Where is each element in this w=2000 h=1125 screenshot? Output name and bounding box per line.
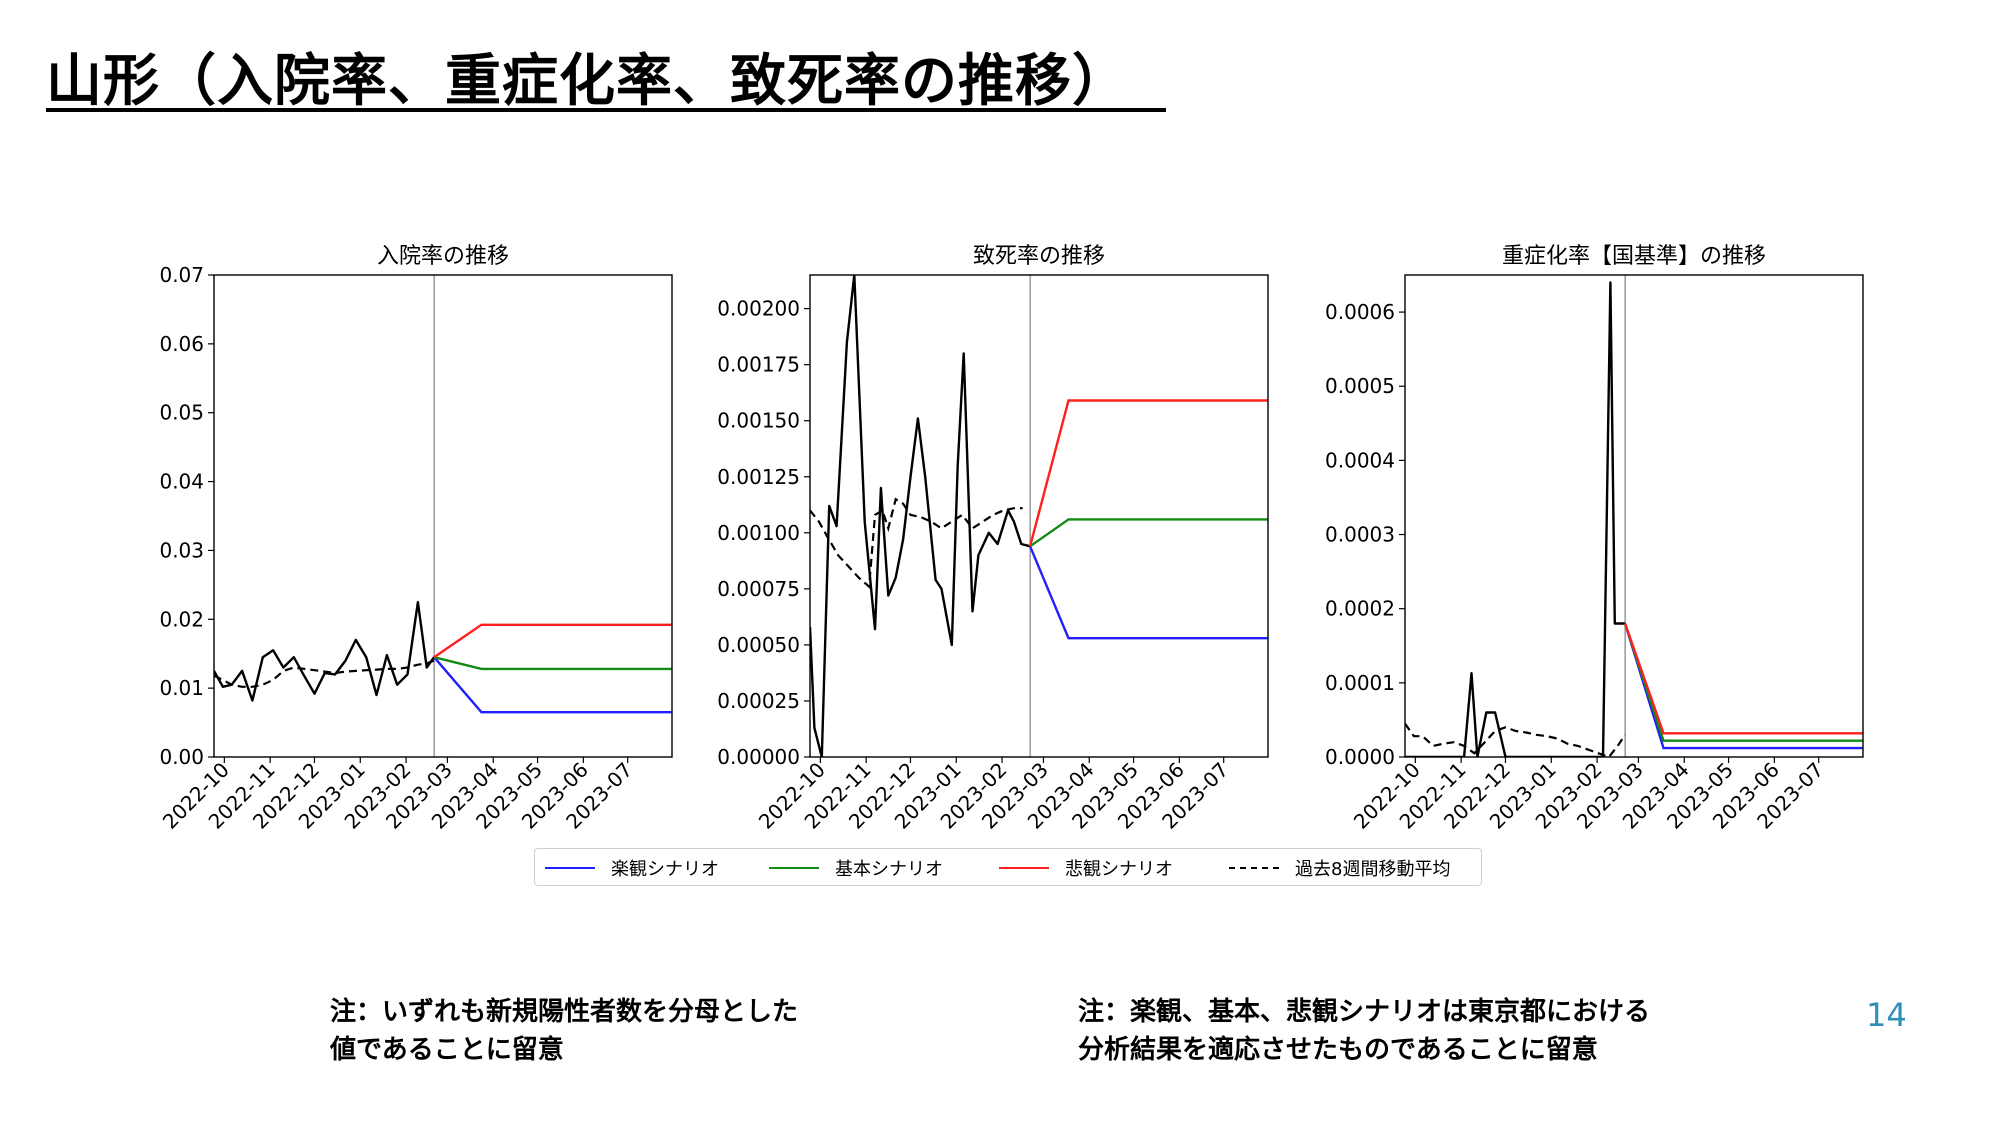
plot-lines-severity	[1405, 275, 1863, 757]
charts-area: 入院率の推移0.000.010.020.030.040.050.060.0720…	[158, 244, 1864, 834]
y-tick-label-severity: 0.0006	[1325, 300, 1395, 324]
note-right-line-1: 注：楽観、基本、悲観シナリオは東京都における	[1078, 997, 1651, 1027]
plot-frame-fatality	[809, 274, 1269, 758]
moving-average-line-severity	[1405, 722, 1627, 757]
y-tick-label-hospitalization: 0.02	[159, 607, 204, 631]
y-tick-label-fatality: 0.00150	[717, 409, 800, 433]
chart-title-hospitalization: 入院率の推移	[377, 244, 509, 269]
observed-line-fatality	[810, 275, 1031, 757]
y-tick-label-hospitalization: 0.00	[159, 745, 204, 769]
plot-frame-severity	[1404, 274, 1864, 758]
y-tick-label-fatality: 0.00200	[717, 297, 800, 321]
y-tick-label-severity: 0.0004	[1325, 448, 1395, 472]
y-tick-label-fatality: 0.00075	[717, 577, 800, 601]
y-tick-label-severity: 0.0001	[1325, 671, 1395, 695]
legend-item-optimistic: 楽観シナリオ	[545, 849, 719, 887]
legend-swatch-pessimistic	[999, 867, 1049, 869]
note-left: 注：いずれも新規陽性者数を分母とした 値であることに留意	[330, 993, 798, 1069]
observed-line-hospitalization	[214, 600, 436, 702]
y-tick-label-severity: 0.0000	[1325, 745, 1395, 769]
scenario-line-optimistic-hospitalization	[433, 656, 672, 714]
scenario-line-pessimistic-severity	[1623, 623, 1863, 735]
chart-title-fatality: 致死率の推移	[973, 244, 1105, 269]
y-tick-label-hospitalization: 0.03	[159, 538, 204, 562]
y-tick-label-hospitalization: 0.05	[159, 401, 204, 425]
y-tick-label-fatality: 0.00175	[717, 353, 800, 377]
legend-swatch-moving-average	[1229, 867, 1279, 869]
y-tick-label-fatality: 0.00000	[717, 745, 800, 769]
scenario-line-pessimistic-hospitalization	[433, 623, 672, 659]
legend-label-pessimistic: 悲観シナリオ	[1065, 859, 1173, 880]
note-left-line-1: 注：いずれも新規陽性者数を分母とした	[330, 997, 799, 1027]
y-tick-label-severity: 0.0002	[1325, 597, 1395, 621]
legend-label-optimistic: 楽観シナリオ	[611, 859, 719, 880]
legend-item-base: 基本シナリオ	[769, 849, 943, 887]
y-tick-label-fatality: 0.00050	[717, 633, 800, 657]
legend: 楽観シナリオ 基本シナリオ 悲観シナリオ 過去8週間移動平均	[534, 848, 1482, 886]
scenario-line-base-hospitalization	[433, 656, 672, 671]
scenario-line-optimistic-fatality	[1028, 545, 1268, 640]
plot-lines-fatality	[810, 275, 1268, 757]
scenario-line-pessimistic-fatality	[1028, 399, 1268, 547]
y-tick-label-severity: 0.0005	[1325, 374, 1395, 398]
y-tick-label-fatality: 0.00100	[717, 521, 800, 545]
note-right: 注：楽観、基本、悲観シナリオは東京都における 分析結果を適応させたものであること…	[1078, 993, 1650, 1069]
note-left-line-2: 値であることに留意	[330, 1035, 564, 1065]
moving-average-line-hospitalization	[214, 659, 435, 688]
note-right-line-2: 分析結果を適応させたものであることに留意	[1078, 1035, 1598, 1065]
chart-title-severity: 重症化率【国基準】の推移	[1502, 244, 1766, 269]
legend-swatch-base	[769, 867, 819, 869]
legend-item-pessimistic: 悲観シナリオ	[999, 849, 1173, 887]
page-number: 14	[1866, 996, 1907, 1034]
y-tick-label-hospitalization: 0.06	[159, 332, 204, 356]
plot-frame-hospitalization	[213, 274, 673, 758]
y-tick-label-hospitalization: 0.04	[159, 470, 204, 494]
y-tick-label-hospitalization: 0.07	[159, 263, 204, 287]
y-tick-label-fatality: 0.00125	[717, 465, 800, 489]
chart-severity: 重症化率【国基準】の推移 0.0000 0.0001 0.0002 0.0003 0.00…	[1325, 244, 1864, 834]
legend-item-moving-average: 過去8週間移動平均	[1229, 849, 1450, 887]
moving-average-line-fatality	[810, 497, 1023, 589]
observed-line-severity	[1405, 281, 1626, 757]
chart-fatality: 致死率の推移 0.00000 0.00025 0.00050 0.00075 0.0010…	[717, 244, 1269, 834]
legend-label-base: 基本シナリオ	[835, 859, 943, 880]
chart-hospitalization: 入院率の推移0.000.010.020.030.040.050.060.0720…	[158, 244, 673, 834]
scenario-line-base-fatality	[1029, 518, 1268, 548]
plot-lines-hospitalization	[214, 275, 672, 757]
y-tick-label-severity: 0.0003	[1325, 523, 1395, 547]
y-tick-label-hospitalization: 0.01	[159, 676, 204, 700]
slide-title: 山形（入院率、重症化率、致死率の推移）	[46, 49, 1129, 114]
y-tick-label-fatality: 0.00025	[717, 689, 800, 713]
legend-swatch-optimistic	[545, 867, 595, 869]
legend-label-moving-average: 過去8週間移動平均	[1295, 859, 1451, 880]
title-underline	[46, 108, 1166, 112]
